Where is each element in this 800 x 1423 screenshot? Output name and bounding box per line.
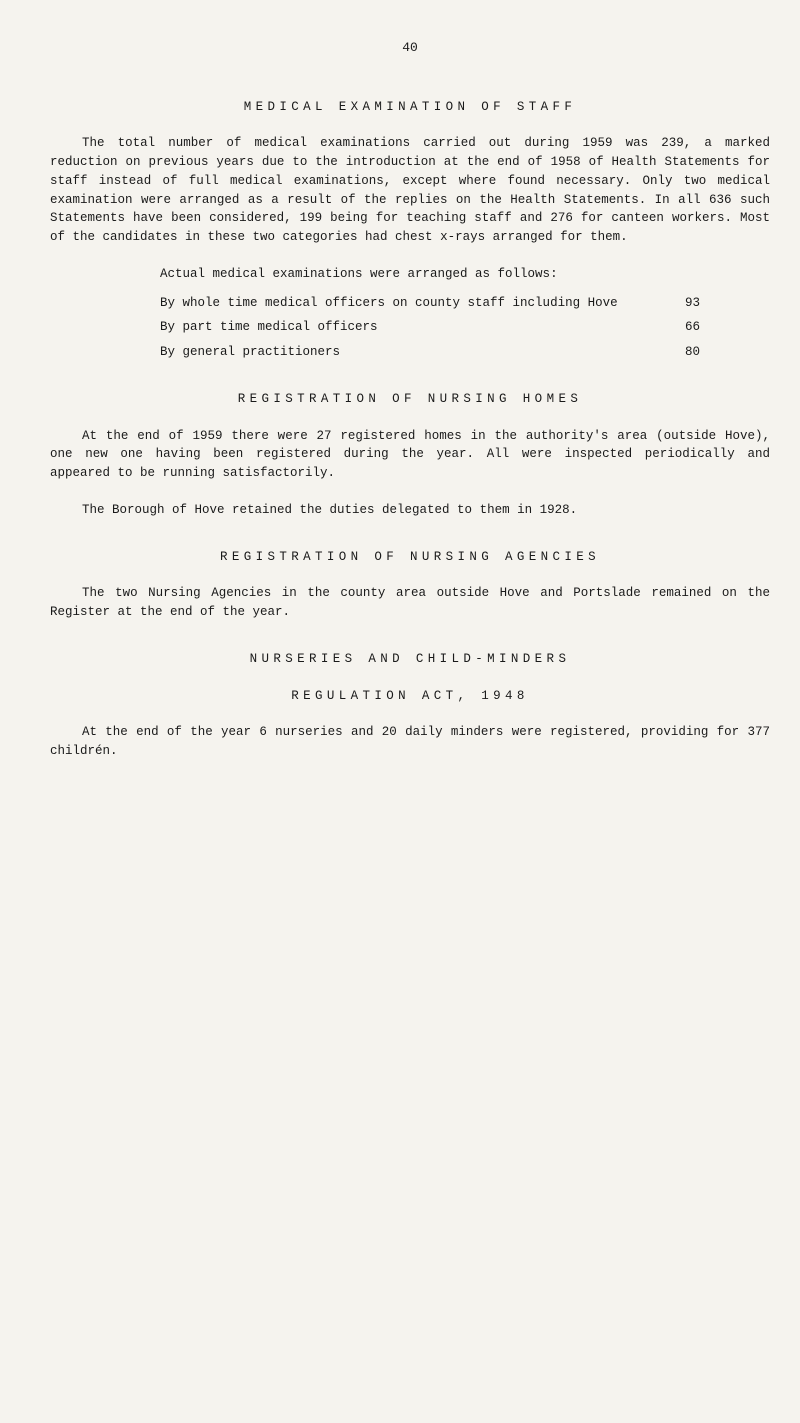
paragraph-nurseries: At the end of the year 6 nurseries and 2… bbox=[50, 723, 770, 761]
list-value: 93 bbox=[650, 294, 700, 313]
paragraph-medical-exam: The total number of medical examinations… bbox=[50, 134, 770, 247]
list-label: By part time medical officers bbox=[160, 318, 650, 337]
list-value: 80 bbox=[650, 343, 700, 362]
section-heading-medical-exam: MEDICAL EXAMINATION OF STAFF bbox=[50, 98, 770, 117]
section-heading-nursing-agencies: REGISTRATION OF NURSING AGENCIES bbox=[50, 548, 770, 567]
section-heading-nursing-homes: REGISTRATION OF NURSING HOMES bbox=[50, 390, 770, 409]
list-row: By part time medical officers 66 bbox=[160, 318, 700, 337]
page-number: 40 bbox=[50, 38, 770, 58]
section-heading-nurseries: NURSERIES AND CHILD-MINDERS bbox=[50, 650, 770, 669]
list-label: By general practitioners bbox=[160, 343, 650, 362]
paragraph-nursing-agencies: The two Nursing Agencies in the county a… bbox=[50, 584, 770, 622]
paragraph-nursing-homes-1: At the end of 1959 there were 27 registe… bbox=[50, 427, 770, 483]
list-value: 66 bbox=[650, 318, 700, 337]
list-row: By whole time medical officers on county… bbox=[160, 294, 700, 313]
section-subheading-regulation-act: REGULATION ACT, 1948 bbox=[50, 687, 770, 706]
list-intro: Actual medical examinations were arrange… bbox=[160, 265, 770, 284]
list-block-exams: Actual medical examinations were arrange… bbox=[160, 265, 770, 362]
list-row: By general practitioners 80 bbox=[160, 343, 700, 362]
paragraph-nursing-homes-2: The Borough of Hove retained the duties … bbox=[50, 501, 770, 520]
list-label: By whole time medical officers on county… bbox=[160, 294, 650, 313]
